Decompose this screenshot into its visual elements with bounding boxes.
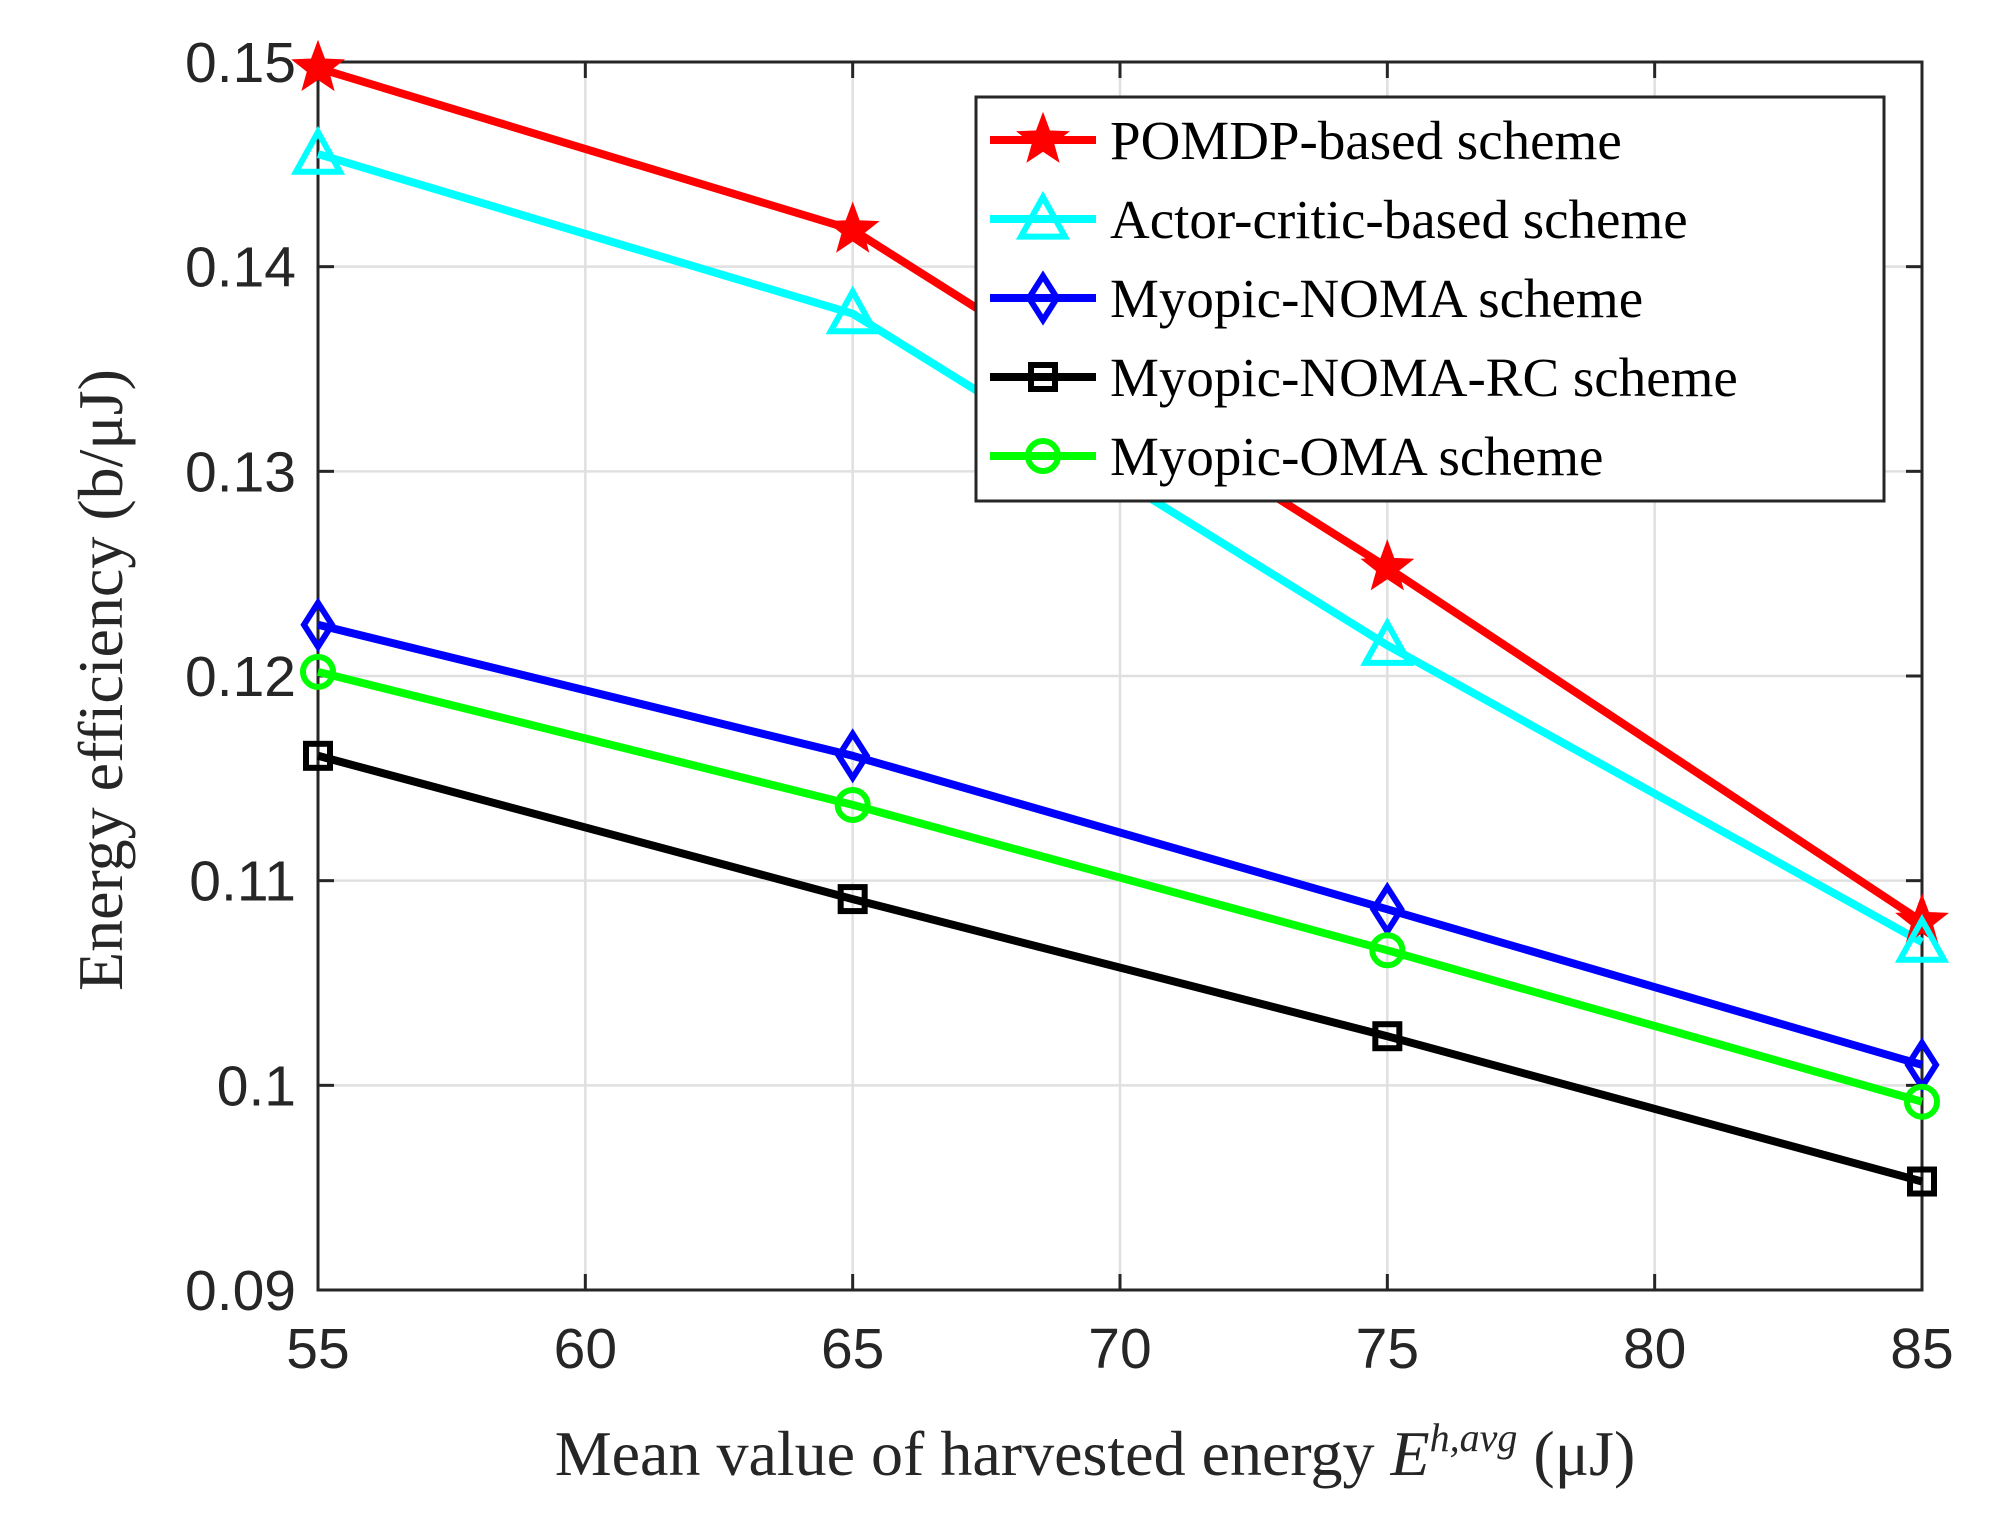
data-point-star: [291, 39, 345, 92]
data-point-square: [1907, 1166, 1937, 1197]
data-point-square: [303, 740, 333, 771]
y-tick-label: 0.12: [185, 645, 296, 709]
y-axis-title: Energy efficiency (b/μJ): [65, 369, 136, 991]
series-markers: [290, 39, 1950, 1197]
data-point-circle: [1904, 1083, 1940, 1120]
y-tick-label: 0.09: [185, 1259, 296, 1323]
data-point-diamond: [835, 728, 871, 784]
data-point-square: [837, 884, 868, 915]
series-line-square: [316, 751, 1924, 1186]
data-point-diamond: [1369, 881, 1405, 937]
data-point-circle: [834, 786, 871, 823]
legend-marker-diamond: [1025, 270, 1061, 326]
legend-marker-triangle: [1015, 190, 1071, 240]
y-tick-label: 0.1: [217, 1054, 296, 1118]
data-point-diamond: [300, 597, 336, 653]
legend-marker-circle: [1025, 438, 1061, 474]
x-tick-label: 80: [1623, 1317, 1686, 1381]
legend-label: Actor-critic-based scheme: [1110, 189, 1688, 250]
x-axis-title: Mean value of harvested energy Eh,avg (μ…: [555, 1415, 1636, 1489]
x-tick-label: 60: [554, 1317, 617, 1381]
x-tick-label: 70: [1088, 1317, 1151, 1381]
y-tick-label: 0.11: [189, 850, 296, 914]
x-tick-label: 65: [821, 1317, 884, 1381]
x-tick-label: 85: [1890, 1317, 1953, 1381]
legend-label: Myopic-OMA scheme: [1110, 426, 1603, 487]
legend-label: Myopic-NOMA-RC scheme: [1110, 347, 1738, 408]
data-point-square: [1372, 1021, 1403, 1052]
data-point-star: [1360, 539, 1415, 591]
y-tick-label: 0.15: [185, 31, 296, 95]
legend-marker-square: [1028, 362, 1058, 392]
y-tick-labels: 0.09 0.1 0.11 0.12 0.13 0.14 0.15: [185, 31, 296, 1323]
x-axis-title-main: Mean value of harvested energy: [555, 1418, 1391, 1489]
x-axis-title-symbol: E: [1390, 1418, 1430, 1489]
legend-box: [974, 95, 1886, 503]
data-point-triangle: [290, 125, 346, 175]
series-lines: [316, 64, 1925, 1186]
legend-label: POMDP-based scheme: [1110, 110, 1622, 171]
data-point-triangle: [1360, 617, 1415, 666]
data-point-triangle: [825, 285, 880, 335]
x-axis-title-superscript: h,avg: [1430, 1415, 1518, 1460]
data-point-star: [825, 201, 880, 253]
data-point-triangle: [1894, 913, 1950, 963]
data-point-circle: [300, 653, 336, 690]
x-axis-title-unit: (μJ): [1517, 1418, 1635, 1489]
legend: POMDP-based scheme Actor-critic-based sch…: [974, 95, 1886, 503]
y-tick-label: 0.14: [185, 236, 296, 300]
series-line-circle: [317, 668, 1924, 1106]
series-line-diamond: [317, 620, 1924, 1069]
x-tick-labels: 55 60 65 70 75 80 85: [286, 1317, 1953, 1381]
legend-label: Myopic-NOMA scheme: [1110, 268, 1643, 329]
legend-marker-star: [1016, 111, 1070, 163]
data-point-circle: [1369, 932, 1406, 969]
x-tick-label: 75: [1356, 1317, 1419, 1381]
y-tick-label: 0.13: [185, 440, 296, 504]
x-tick-label: 55: [286, 1317, 349, 1381]
